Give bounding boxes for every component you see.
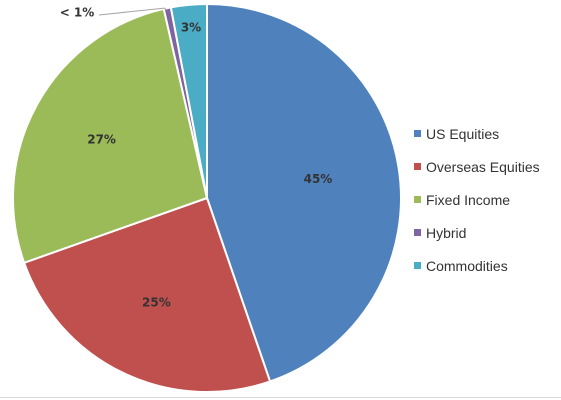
pie-slice-overseas-equities bbox=[22, 196, 272, 393]
leader-line-hybrid bbox=[98, 7, 168, 16]
legend-swatch-overseas-equities bbox=[414, 163, 421, 170]
data-label-fixed-income: 27% bbox=[87, 133, 116, 147]
pie-slice-us-equities bbox=[206, 2, 402, 383]
data-label-hybrid: < 1% bbox=[60, 6, 95, 20]
legend-item-overseas-equities: Overseas Equities bbox=[414, 150, 540, 183]
chart-border bbox=[0, 397, 561, 398]
legend-item-fixed-income: Fixed Income bbox=[414, 183, 540, 216]
legend-item-commodities: Commodities bbox=[414, 249, 540, 282]
pie-slice-commodities bbox=[169, 2, 208, 199]
legend-label-us-equities: US Equities bbox=[426, 125, 500, 142]
legend-label-hybrid: Hybrid bbox=[426, 224, 467, 241]
chart-legend: US Equities Overseas Equities Fixed Inco… bbox=[414, 117, 540, 282]
legend-item-us-equities: US Equities bbox=[414, 117, 540, 150]
legend-label-commodities: Commodities bbox=[426, 257, 508, 274]
legend-label-overseas-equities: Overseas Equities bbox=[426, 158, 540, 175]
pie-slice-fixed-income bbox=[12, 7, 209, 265]
legend-swatch-us-equities bbox=[414, 130, 421, 137]
data-label-us-equities: 45% bbox=[304, 172, 333, 186]
legend-item-hybrid: Hybrid bbox=[414, 216, 540, 249]
legend-label-fixed-income: Fixed Income bbox=[426, 191, 511, 208]
legend-swatch-fixed-income bbox=[414, 196, 421, 203]
data-label-commodities: 3% bbox=[181, 21, 201, 35]
legend-swatch-hybrid bbox=[414, 229, 421, 236]
legend-swatch-commodities bbox=[414, 262, 421, 269]
data-label-overseas-equities: 25% bbox=[142, 295, 171, 309]
